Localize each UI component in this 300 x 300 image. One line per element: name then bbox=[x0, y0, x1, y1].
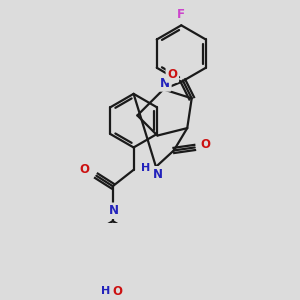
Text: O: O bbox=[112, 285, 122, 298]
Text: H: H bbox=[101, 286, 110, 296]
Text: O: O bbox=[167, 68, 177, 81]
Text: H: H bbox=[141, 163, 150, 173]
Text: O: O bbox=[201, 138, 211, 151]
Text: F: F bbox=[177, 8, 185, 21]
Text: N: N bbox=[109, 204, 119, 217]
Text: N: N bbox=[152, 168, 162, 181]
Text: N: N bbox=[160, 77, 170, 90]
Text: O: O bbox=[80, 163, 89, 176]
